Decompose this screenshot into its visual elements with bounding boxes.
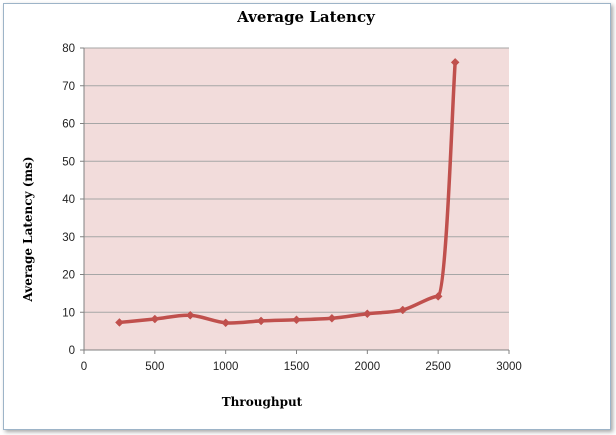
latency-chart: Average Latency 0 10 20 30 40 50 60 70 80 0 500 10… <box>21 8 522 409</box>
x-tick-labels: 0 500 1000 1500 2000 2500 3000 <box>81 361 522 373</box>
data-point <box>256 316 266 326</box>
grid-lines <box>80 47 510 354</box>
data-point <box>115 318 124 327</box>
chart-title: Average Latency <box>236 8 376 26</box>
x-tick-label: 500 <box>145 361 164 373</box>
x-tick-label: 2000 <box>355 361 381 373</box>
x-tick-label: 3000 <box>496 361 522 373</box>
x-axis-title: Throughput <box>222 395 303 409</box>
y-tick-labels: 0 10 20 30 40 50 60 70 80 <box>62 43 75 357</box>
y-tick-label: 80 <box>62 43 75 55</box>
y-tick-label: 60 <box>62 119 75 131</box>
data-point <box>292 315 301 325</box>
y-tick-label: 10 <box>62 307 75 319</box>
x-tick-label: 0 <box>81 361 87 373</box>
data-point <box>185 310 195 320</box>
y-tick-label: 0 <box>69 345 75 357</box>
y-axis-title: Average Latency (ms) <box>21 156 35 302</box>
x-tick-label: 1500 <box>284 361 310 373</box>
axes <box>83 48 509 351</box>
x-tick-label: 2500 <box>425 361 451 373</box>
data-point <box>221 318 231 328</box>
y-tick-label: 30 <box>62 232 75 244</box>
y-tick-label: 50 <box>62 156 75 168</box>
data-point <box>398 305 408 315</box>
data-point <box>362 309 372 319</box>
data-point <box>327 313 337 323</box>
y-tick-label: 40 <box>62 194 75 206</box>
x-tick-label: 1000 <box>213 361 239 373</box>
y-tick-label: 20 <box>62 270 75 282</box>
chart-frame: Average Latency 0 10 20 30 40 50 60 70 80 0 500 10… <box>3 3 611 430</box>
data-point <box>433 292 443 301</box>
data-point <box>450 57 460 67</box>
data-markers <box>115 57 460 328</box>
y-tick-label: 70 <box>62 81 75 93</box>
data-point <box>150 314 160 324</box>
